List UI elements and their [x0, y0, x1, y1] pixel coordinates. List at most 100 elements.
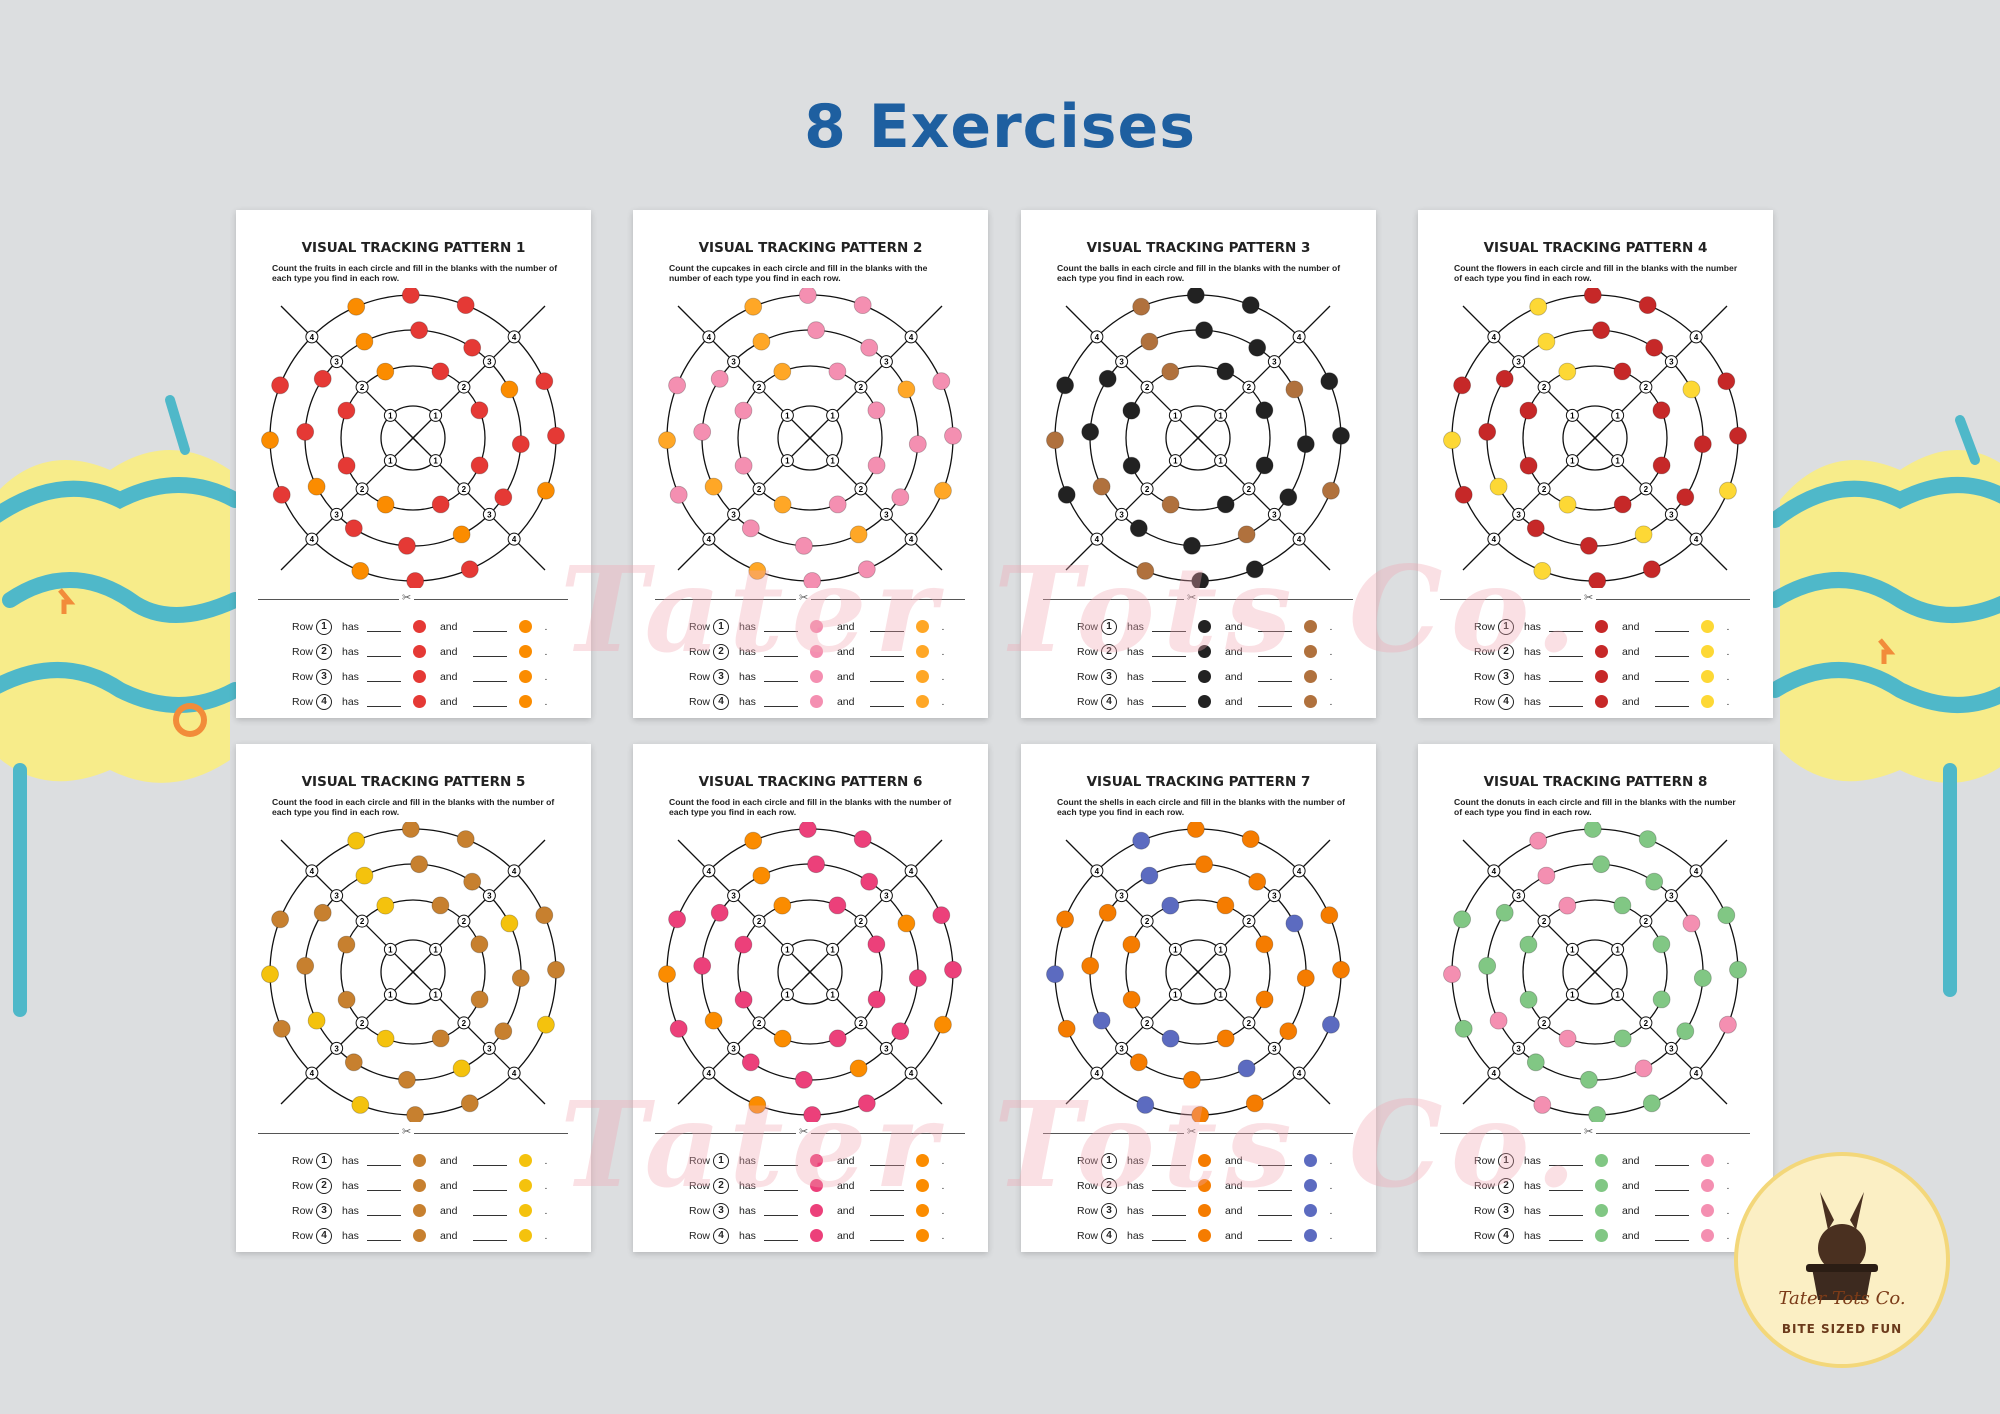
answer-blank-b[interactable]: [1258, 1181, 1293, 1191]
answer-blank-b[interactable]: [870, 622, 905, 632]
answer-blank-b[interactable]: [473, 647, 508, 657]
answer-blank-b[interactable]: [1655, 1181, 1690, 1191]
answer-blank-a[interactable]: [1151, 1181, 1186, 1191]
answer-blank-b[interactable]: [473, 1181, 508, 1191]
answer-blank-a[interactable]: [763, 697, 798, 707]
orange-cupcake-icon: [752, 332, 771, 351]
answer-blank-a[interactable]: [763, 1181, 798, 1191]
answer-blank-a[interactable]: [366, 647, 401, 657]
answer-blank-a[interactable]: [1548, 697, 1583, 707]
answer-blank-a[interactable]: [1151, 1206, 1186, 1216]
answer-blank-b[interactable]: [1258, 1156, 1293, 1166]
sunflower-icon: [1529, 297, 1548, 316]
answer-blank-a[interactable]: [1548, 1206, 1583, 1216]
answer-blank-a[interactable]: [1548, 622, 1583, 632]
answer-blank-a[interactable]: [366, 1156, 401, 1166]
answer-blank-a[interactable]: [366, 697, 401, 707]
answer-blank-a[interactable]: [1548, 1181, 1583, 1191]
green-donut-icon: [1652, 935, 1671, 954]
answer-blank-b[interactable]: [1655, 1156, 1690, 1166]
answer-blank-a[interactable]: [1151, 672, 1186, 682]
answer-blank-a[interactable]: [763, 647, 798, 657]
answer-blank-a[interactable]: [1151, 697, 1186, 707]
answer-blank-b[interactable]: [1655, 1206, 1690, 1216]
orange-icon: [261, 431, 279, 450]
answer-blank-b[interactable]: [1655, 622, 1690, 632]
answer-blank-b[interactable]: [1258, 697, 1293, 707]
answer-blank-a[interactable]: [366, 672, 401, 682]
answer-blank-a[interactable]: [1151, 1231, 1186, 1241]
ring-number-badge: [1639, 482, 1653, 496]
has-label: has: [342, 1179, 359, 1192]
ring-number-badge: [1115, 1041, 1129, 1055]
answer-blank-a[interactable]: [763, 1156, 798, 1166]
row-label: Row: [292, 695, 314, 708]
answer-blank-b[interactable]: [870, 647, 905, 657]
answer-blank-b[interactable]: [473, 697, 508, 707]
pink-cupcake-icon: [867, 401, 886, 420]
answer-blank-b[interactable]: [473, 1156, 508, 1166]
answer-blank-b[interactable]: [1655, 697, 1690, 707]
answer-blank-b[interactable]: [870, 1231, 905, 1241]
answer-blank-b[interactable]: [473, 672, 508, 682]
orange-icon: [355, 332, 374, 351]
answer-blank-a[interactable]: [763, 622, 798, 632]
answer-blank-b[interactable]: [870, 1156, 905, 1166]
ring-number-badge: [752, 380, 766, 394]
answer-blank-b[interactable]: [1258, 1231, 1293, 1241]
answer-blank-b[interactable]: [1258, 622, 1293, 632]
rose-icon: [1594, 670, 1608, 683]
answer-blank-a[interactable]: [1151, 1156, 1186, 1166]
answer-blank-b[interactable]: [870, 672, 905, 682]
answer-blank-a[interactable]: [1548, 1156, 1583, 1166]
green-donut-icon: [1676, 1022, 1695, 1041]
answer-blank-b[interactable]: [1258, 672, 1293, 682]
answer-blank-a[interactable]: [763, 672, 798, 682]
answer-blank-a[interactable]: [1548, 647, 1583, 657]
answer-blank-a[interactable]: [366, 1206, 401, 1216]
answer-blank-a[interactable]: [1548, 672, 1583, 682]
answer-blank-a[interactable]: [763, 1231, 798, 1241]
answer-blank-b[interactable]: [1655, 672, 1690, 682]
worksheet-title: VISUAL TRACKING PATTERN 4: [1483, 240, 1708, 256]
ring-number: 4: [512, 867, 517, 876]
answer-blank-a[interactable]: [1151, 622, 1186, 632]
answer-row: Row 1 has and.: [1474, 1148, 1734, 1173]
spoke-line: [1462, 432, 1601, 571]
answer-row: Row 3 has and.: [292, 664, 552, 689]
popsicle-icon: [933, 1015, 952, 1034]
ring-number: 3: [334, 510, 339, 519]
pink-cupcake-icon: [860, 338, 879, 357]
ice-cream-cone-icon: [668, 910, 687, 929]
answer-blank-b[interactable]: [870, 697, 905, 707]
answer-blank-b[interactable]: [473, 1206, 508, 1216]
answer-blank-a[interactable]: [1548, 1231, 1583, 1241]
answer-blank-a[interactable]: [366, 1231, 401, 1241]
answer-blank-b[interactable]: [870, 1181, 905, 1191]
answer-blank-b[interactable]: [1258, 1206, 1293, 1216]
answer-blank-b[interactable]: [473, 622, 508, 632]
has-label: has: [342, 620, 359, 633]
rose-icon: [1454, 485, 1473, 504]
ring-number-badge: [355, 482, 369, 496]
answer-blank-a[interactable]: [763, 1206, 798, 1216]
ring-number-badge: [1115, 889, 1129, 903]
answer-blank-b[interactable]: [1655, 647, 1690, 657]
answer-blank-b[interactable]: [1258, 647, 1293, 657]
row-number-circle: 2: [1498, 643, 1514, 660]
apple-icon: [431, 362, 450, 381]
answer-blank-a[interactable]: [366, 622, 401, 632]
answer-row: Row 4 has and.: [689, 689, 949, 714]
answer-blank-b[interactable]: [473, 1231, 508, 1241]
ring-number-badge: [702, 330, 716, 344]
answer-blank-a[interactable]: [1151, 647, 1186, 657]
orange-icon: [452, 525, 471, 544]
answer-blank-b[interactable]: [870, 1206, 905, 1216]
ring-number-badge: [1168, 942, 1182, 956]
answer-blank-a[interactable]: [366, 1181, 401, 1191]
ring-number: 1: [785, 411, 790, 420]
football-icon: [1136, 561, 1155, 580]
and-label: and: [1621, 1179, 1640, 1192]
pink-cupcake-icon: [798, 288, 817, 304]
answer-blank-b[interactable]: [1655, 1231, 1690, 1241]
